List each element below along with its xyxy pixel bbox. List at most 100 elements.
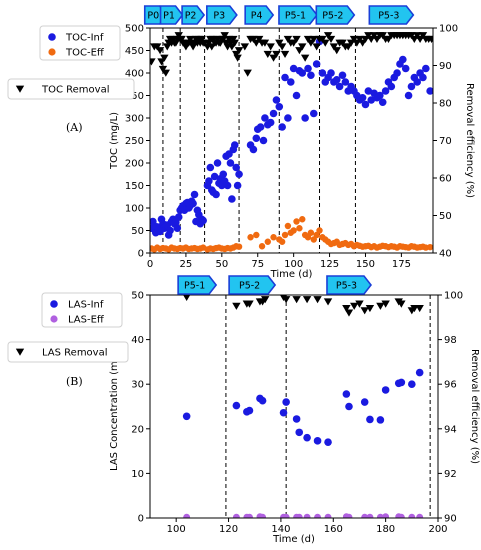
- phase-arrow-shape: [228, 275, 277, 295]
- panel-label: (B): [66, 375, 83, 388]
- inf-point: [269, 109, 278, 118]
- panel-label: (A): [66, 121, 83, 134]
- inf-point: [318, 69, 327, 77]
- removal-marker: [300, 54, 310, 62]
- inf-point: [415, 368, 424, 377]
- phase-arrow-shape: [278, 5, 318, 25]
- removal-marker: [292, 296, 301, 304]
- removal-marker: [312, 43, 321, 51]
- inf-point: [206, 163, 215, 172]
- y-left-tick-label: 500: [125, 24, 144, 35]
- legend-removal-marker: [15, 85, 25, 93]
- phase-label: P1: [163, 11, 175, 22]
- x-tick-label: 100: [167, 524, 186, 535]
- y-right-tick-label: 98: [444, 335, 457, 346]
- legend-box: [39, 25, 121, 61]
- y-left-tick-label: 300: [125, 114, 144, 125]
- inf-point: [393, 69, 401, 77]
- removal-marker: [254, 35, 264, 44]
- eff-point: [408, 513, 416, 518]
- y-left-tick-label: 40: [131, 335, 144, 346]
- inf-point: [213, 159, 222, 167]
- legend-removal-label: LAS Removal: [42, 348, 108, 359]
- removal-marker: [349, 35, 359, 44]
- eff-point: [290, 227, 297, 234]
- plot-frame: [149, 294, 439, 519]
- inf-point: [266, 118, 275, 127]
- phase-label: P3: [213, 11, 225, 22]
- removal-marker: [240, 43, 250, 51]
- inf-point: [166, 226, 174, 235]
- legend-eff-marker: [50, 315, 58, 323]
- x-tick-label: 160: [324, 524, 343, 535]
- removal-marker: [243, 69, 252, 77]
- y-right-tick-label: 96: [444, 380, 457, 391]
- removal-marker: [323, 32, 333, 40]
- eff-point: [416, 513, 424, 518]
- removal-marker: [376, 302, 385, 310]
- phase-arrow: P5-1: [278, 5, 318, 25]
- data-points: [150, 32, 433, 253]
- phase-label: P4: [251, 11, 263, 22]
- inf-point: [210, 172, 219, 181]
- inf-point: [292, 415, 301, 423]
- x-tick-label: 0: [147, 259, 153, 270]
- inf-point: [226, 159, 235, 167]
- inf-point: [381, 87, 390, 95]
- removal-marker: [378, 32, 387, 40]
- removal-marker: [318, 35, 327, 44]
- removal-marker: [326, 35, 336, 44]
- eff-point: [264, 238, 271, 245]
- removal-marker: [161, 69, 171, 77]
- x-tick-label: 180: [376, 524, 395, 535]
- phase-arrow-shape: [206, 5, 238, 25]
- removal-marker: [313, 296, 322, 304]
- inf-point: [312, 60, 321, 68]
- y-left-tick-label: 200: [125, 159, 144, 170]
- eff-point: [284, 222, 292, 230]
- eff-point: [295, 513, 303, 518]
- phase-arrow: P5-2: [228, 275, 277, 295]
- y-right-tick-label: 80: [439, 99, 452, 110]
- y-right-tick-label: 100: [439, 24, 458, 35]
- inf-point: [252, 134, 261, 143]
- phase-arrow: P5-3: [326, 275, 372, 295]
- y-right-tick-label: 90: [439, 61, 452, 72]
- inf-point: [313, 437, 322, 445]
- inf-point: [295, 428, 304, 437]
- legend-inf-label: LAS-Inf: [68, 300, 104, 311]
- inf-point: [219, 170, 228, 179]
- inf-point: [278, 123, 286, 131]
- inf-point: [284, 114, 292, 122]
- removal-marker: [174, 32, 183, 40]
- inf-point: [174, 213, 183, 221]
- inf-point: [259, 136, 268, 145]
- removal-marker: [183, 295, 191, 302]
- phase-arrow: P1: [159, 5, 184, 25]
- removal-marker: [197, 35, 206, 44]
- removal-marker: [355, 300, 364, 308]
- y-left-tick-label: 250: [125, 136, 144, 147]
- eff-point: [345, 513, 353, 518]
- phase-arrow-shape: [368, 5, 415, 25]
- removal-marker: [186, 35, 195, 44]
- removal-marker: [158, 65, 168, 74]
- inf-point: [376, 416, 385, 424]
- removal-marker: [260, 39, 270, 47]
- y-right-tick-label: 90: [444, 514, 457, 525]
- y-left-tick-label: 450: [125, 46, 144, 57]
- legend-removal-box: [7, 341, 129, 363]
- inf-point: [366, 415, 374, 424]
- inf-point: [275, 102, 284, 111]
- removal-marker: [245, 300, 254, 308]
- inf-point: [345, 402, 353, 411]
- y-right-axis-label: Removal efficiency (%): [469, 349, 480, 464]
- phase-arrow: P4: [244, 5, 275, 25]
- eff-point: [233, 513, 240, 518]
- removal-marker: [220, 32, 229, 40]
- inf-point: [387, 82, 396, 91]
- phase-arrow-shape: [177, 275, 218, 295]
- eff-point: [246, 513, 253, 518]
- y-right-tick-label: 92: [444, 469, 457, 480]
- x-tick-label: 125: [320, 259, 339, 270]
